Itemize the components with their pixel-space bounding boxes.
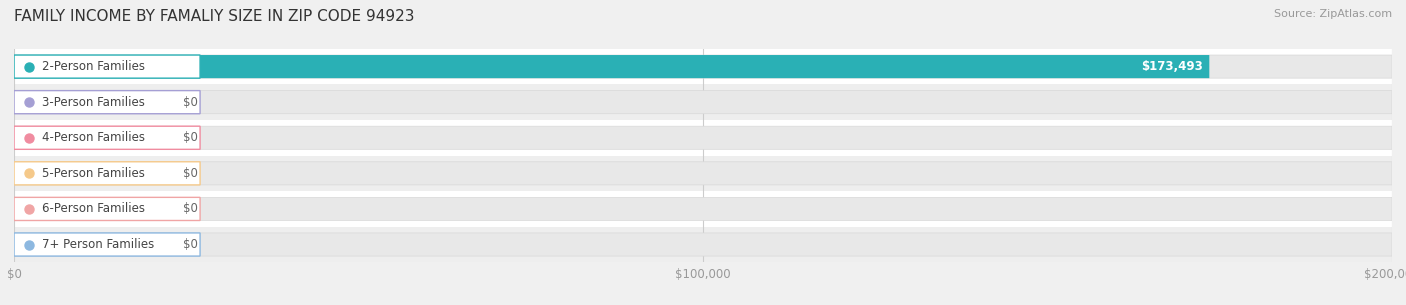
Bar [14,84,1392,120]
Text: $0: $0 [183,96,198,109]
FancyBboxPatch shape [14,91,1392,114]
FancyBboxPatch shape [14,197,1392,221]
FancyBboxPatch shape [14,55,1392,78]
Text: 6-Person Families: 6-Person Families [42,203,145,215]
FancyBboxPatch shape [14,197,200,221]
FancyBboxPatch shape [14,126,1392,149]
Text: FAMILY INCOME BY FAMALIY SIZE IN ZIP CODE 94923: FAMILY INCOME BY FAMALIY SIZE IN ZIP COD… [14,9,415,24]
Text: 5-Person Families: 5-Person Families [42,167,145,180]
Text: $0: $0 [183,203,198,215]
FancyBboxPatch shape [14,126,200,149]
Text: 4-Person Families: 4-Person Families [42,131,145,144]
FancyBboxPatch shape [14,197,172,221]
FancyBboxPatch shape [14,126,172,149]
FancyBboxPatch shape [14,55,1209,78]
Bar [14,49,1392,84]
FancyBboxPatch shape [14,162,1392,185]
FancyBboxPatch shape [14,91,200,114]
FancyBboxPatch shape [14,55,200,78]
FancyBboxPatch shape [14,162,172,185]
Text: $0: $0 [183,131,198,144]
FancyBboxPatch shape [14,233,1392,256]
Text: 3-Person Families: 3-Person Families [42,96,145,109]
FancyBboxPatch shape [14,233,172,256]
Text: $0: $0 [183,167,198,180]
Bar [14,191,1392,227]
Text: $173,493: $173,493 [1140,60,1202,73]
Bar [14,156,1392,191]
FancyBboxPatch shape [14,162,200,185]
FancyBboxPatch shape [14,91,172,114]
FancyBboxPatch shape [14,233,200,256]
Bar [14,227,1392,262]
Text: 2-Person Families: 2-Person Families [42,60,145,73]
Text: $0: $0 [183,238,198,251]
Text: Source: ZipAtlas.com: Source: ZipAtlas.com [1274,9,1392,19]
Text: 7+ Person Families: 7+ Person Families [42,238,155,251]
Bar [14,120,1392,156]
